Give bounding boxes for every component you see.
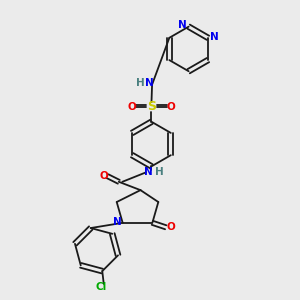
Text: N: N: [145, 78, 154, 88]
Text: N: N: [209, 32, 218, 42]
Text: H: H: [136, 78, 145, 88]
Text: O: O: [128, 102, 136, 112]
Text: N: N: [144, 167, 153, 177]
Text: N: N: [178, 20, 187, 30]
Text: O: O: [99, 171, 108, 181]
Text: O: O: [167, 222, 175, 232]
Text: H: H: [155, 167, 164, 177]
Text: Cl: Cl: [95, 282, 106, 292]
Text: O: O: [167, 102, 175, 112]
Text: N: N: [113, 217, 122, 227]
Text: S: S: [147, 100, 156, 113]
